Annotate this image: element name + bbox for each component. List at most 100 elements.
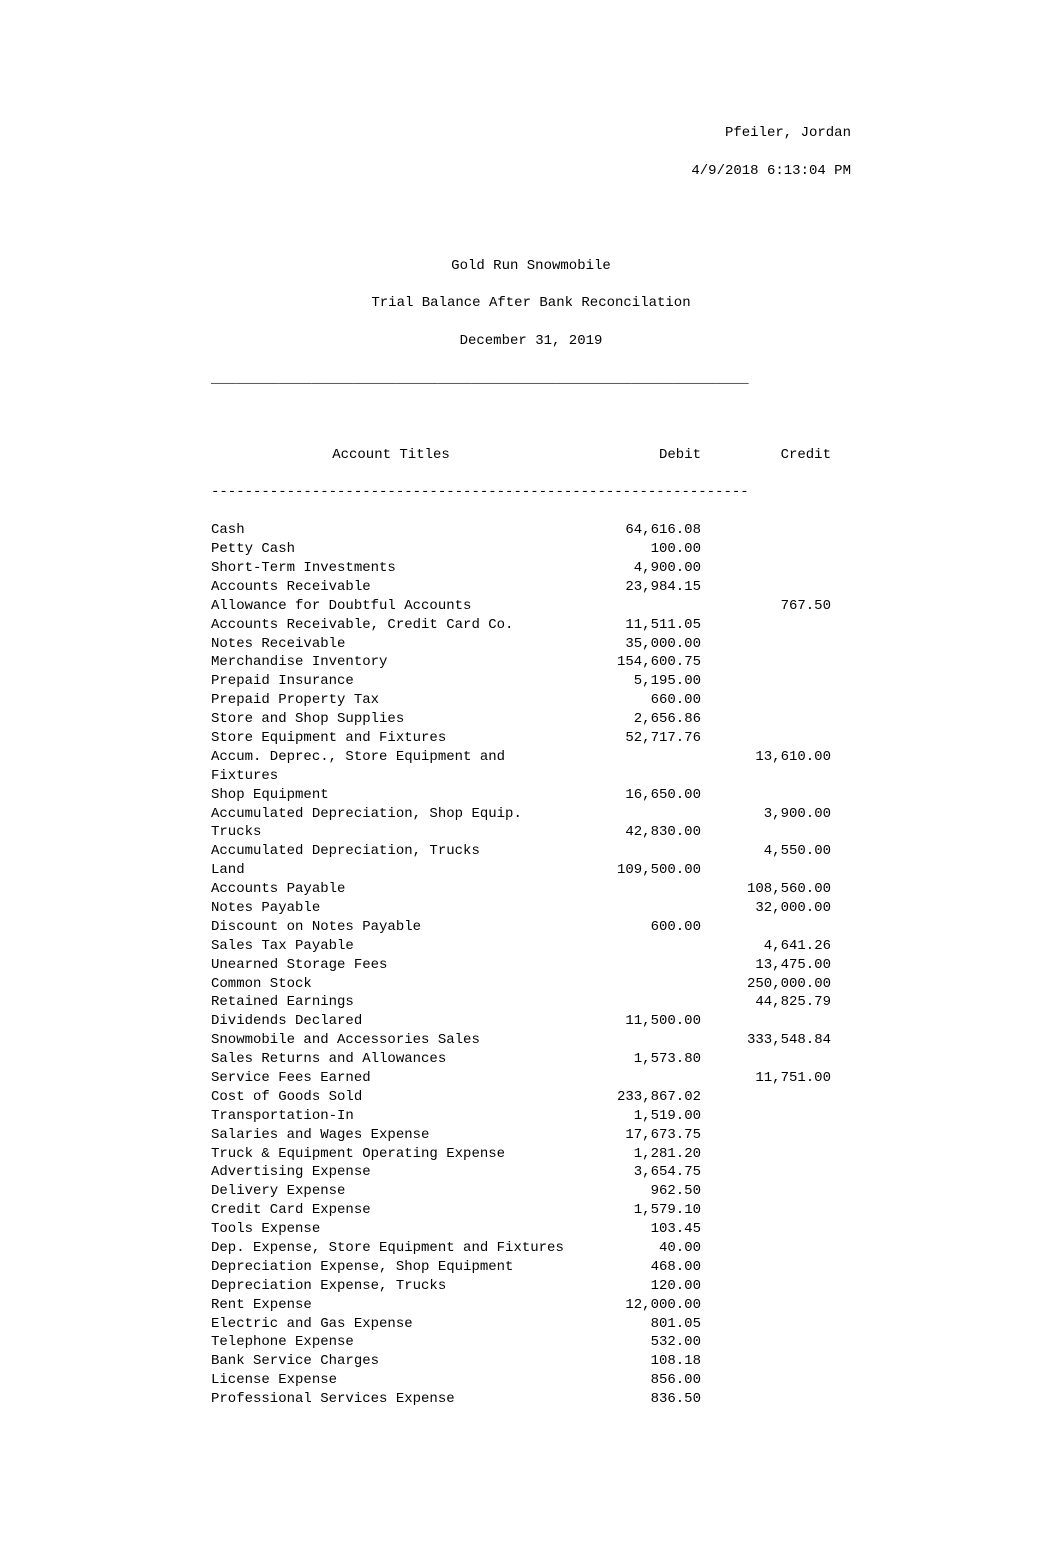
- table-row: Notes Payable32,000.00: [211, 899, 851, 918]
- table-row: Snowmobile and Accessories Sales333,548.…: [211, 1031, 851, 1050]
- debit-value: [571, 937, 701, 956]
- table-row: Notes Receivable35,000.00: [211, 635, 851, 654]
- credit-value: [701, 691, 831, 710]
- debit-value: 4,900.00: [571, 559, 701, 578]
- credit-value: [701, 578, 831, 597]
- credit-value: [701, 1145, 831, 1164]
- table-row: Cost of Goods Sold233,867.02: [211, 1088, 851, 1107]
- table-row: Salaries and Wages Expense17,673.75: [211, 1126, 851, 1145]
- account-title: Professional Services Expense: [211, 1390, 571, 1409]
- credit-value: [701, 1012, 831, 1031]
- debit-value: 100.00: [571, 540, 701, 559]
- table-row: Allowance for Doubtful Accounts767.50: [211, 597, 851, 616]
- account-title: Truck & Equipment Operating Expense: [211, 1145, 571, 1164]
- table-row: Depreciation Expense, Trucks120.00: [211, 1277, 851, 1296]
- debit-value: 23,984.15: [571, 578, 701, 597]
- rows-container: Cash64,616.08Petty Cash100.00Short-Term …: [211, 521, 851, 1409]
- account-title: Store Equipment and Fixtures: [211, 729, 571, 748]
- credit-value: [701, 1258, 831, 1277]
- account-title: Telephone Expense: [211, 1333, 571, 1352]
- table-row: Retained Earnings44,825.79: [211, 993, 851, 1012]
- credit-value: 13,475.00: [701, 956, 831, 975]
- debit-value: [571, 975, 701, 994]
- account-title: License Expense: [211, 1371, 571, 1390]
- credit-value: 4,550.00: [701, 842, 831, 861]
- credit-value: [701, 861, 831, 880]
- credit-value: [701, 1163, 831, 1182]
- account-title: Store and Shop Supplies: [211, 710, 571, 729]
- account-title: Snowmobile and Accessories Sales: [211, 1031, 571, 1050]
- credit-value: [701, 1107, 831, 1126]
- spacer: [211, 408, 851, 427]
- debit-value: 35,000.00: [571, 635, 701, 654]
- account-title: Land: [211, 861, 571, 880]
- debit-value: 103.45: [571, 1220, 701, 1239]
- debit-value: 5,195.00: [571, 672, 701, 691]
- col-header-credit: Credit: [701, 446, 831, 465]
- debit-value: 233,867.02: [571, 1088, 701, 1107]
- account-title: Accounts Payable: [211, 880, 571, 899]
- credit-value: 767.50: [701, 597, 831, 616]
- table-row: Prepaid Property Tax660.00: [211, 691, 851, 710]
- account-title: Service Fees Earned: [211, 1069, 571, 1088]
- table-row: Dividends Declared11,500.00: [211, 1012, 851, 1031]
- account-title: Cost of Goods Sold: [211, 1088, 571, 1107]
- account-title: Prepaid Insurance: [211, 672, 571, 691]
- credit-value: [701, 1352, 831, 1371]
- debit-value: 16,650.00: [571, 786, 701, 805]
- credit-value: [701, 1315, 831, 1334]
- credit-value: [701, 1182, 831, 1201]
- credit-value: [701, 710, 831, 729]
- account-title: Bank Service Charges: [211, 1352, 571, 1371]
- table-row: Professional Services Expense836.50: [211, 1390, 851, 1409]
- account-title: Delivery Expense: [211, 1182, 571, 1201]
- account-title: Trucks: [211, 823, 571, 842]
- debit-value: 836.50: [571, 1390, 701, 1409]
- debit-value: 962.50: [571, 1182, 701, 1201]
- table-row: Credit Card Expense1,579.10: [211, 1201, 851, 1220]
- credit-value: [701, 1333, 831, 1352]
- debit-value: 856.00: [571, 1371, 701, 1390]
- table-row: Sales Returns and Allowances1,573.80: [211, 1050, 851, 1069]
- table-row: Dep. Expense, Store Equipment and Fixtur…: [211, 1239, 851, 1258]
- table-row: Delivery Expense962.50: [211, 1182, 851, 1201]
- account-title: Tools Expense: [211, 1220, 571, 1239]
- account-title: Sales Tax Payable: [211, 937, 571, 956]
- debit-value: 600.00: [571, 918, 701, 937]
- credit-value: [701, 729, 831, 748]
- debit-value: 64,616.08: [571, 521, 701, 540]
- table-row: Prepaid Insurance5,195.00: [211, 672, 851, 691]
- table-row: Accounts Payable108,560.00: [211, 880, 851, 899]
- debit-value: 52,717.76: [571, 729, 701, 748]
- table-row: Shop Equipment16,650.00: [211, 786, 851, 805]
- table-row: Telephone Expense532.00: [211, 1333, 851, 1352]
- credit-value: [701, 918, 831, 937]
- report-title: Trial Balance After Bank Reconcilation: [211, 294, 851, 313]
- debit-value: 120.00: [571, 1277, 701, 1296]
- debit-value: 42,830.00: [571, 823, 701, 842]
- account-title: Depreciation Expense, Shop Equipment: [211, 1258, 571, 1277]
- debit-value: 468.00: [571, 1258, 701, 1277]
- table-row: License Expense856.00: [211, 1371, 851, 1390]
- table-row: Advertising Expense3,654.75: [211, 1163, 851, 1182]
- debit-value: [571, 748, 701, 786]
- table-row: Discount on Notes Payable600.00: [211, 918, 851, 937]
- debit-value: [571, 805, 701, 824]
- credit-value: [701, 1239, 831, 1258]
- credit-value: [701, 1371, 831, 1390]
- debit-value: 532.00: [571, 1333, 701, 1352]
- debit-value: 1,519.00: [571, 1107, 701, 1126]
- col-header-debit: Debit: [571, 446, 701, 465]
- credit-value: 13,610.00: [701, 748, 831, 786]
- credit-value: [701, 1277, 831, 1296]
- debit-value: [571, 597, 701, 616]
- account-title: Common Stock: [211, 975, 571, 994]
- table-row: Land109,500.00: [211, 861, 851, 880]
- credit-value: 32,000.00: [701, 899, 831, 918]
- debit-value: 1,573.80: [571, 1050, 701, 1069]
- table-row: Unearned Storage Fees13,475.00: [211, 956, 851, 975]
- table-row: Store and Shop Supplies2,656.86: [211, 710, 851, 729]
- account-title: Merchandise Inventory: [211, 653, 571, 672]
- credit-value: [701, 786, 831, 805]
- spacer: [211, 200, 851, 238]
